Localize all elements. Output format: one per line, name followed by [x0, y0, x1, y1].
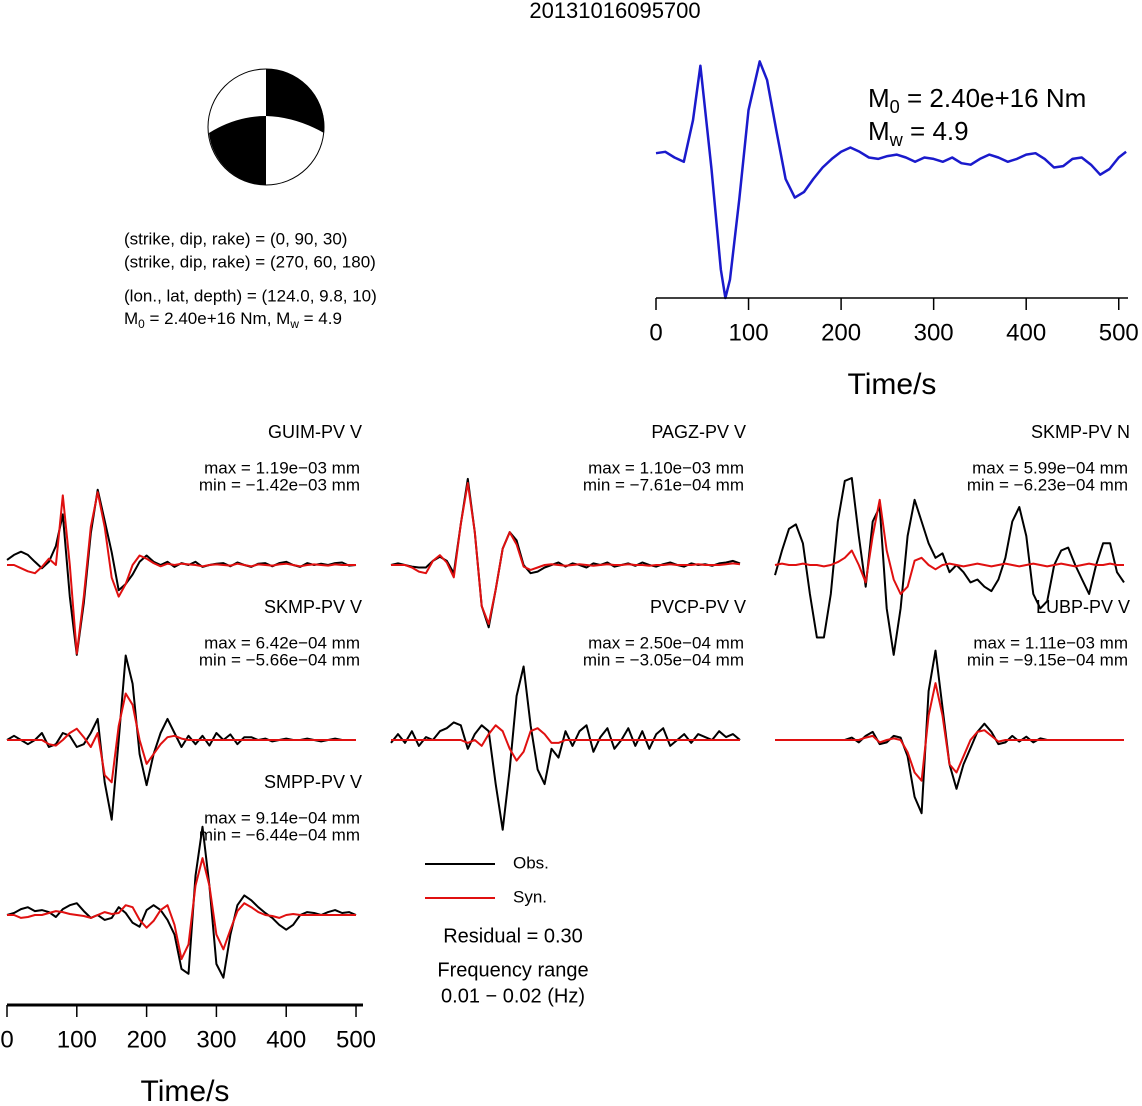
x-tick-label: 500: [336, 1026, 376, 1053]
waveform: [655, 60, 1127, 300]
min-label: min = −9.15e−04 mm: [967, 650, 1128, 669]
waveform: [7, 692, 356, 784]
station-label: SKMP-PV V: [264, 597, 362, 617]
text-segment: M: [868, 116, 890, 146]
min-label: min = −5.66e−04 mm: [199, 650, 360, 669]
text-segment: M: [124, 309, 138, 328]
waveform: [391, 482, 741, 625]
waveform: [6, 825, 357, 979]
waveform: [775, 649, 1124, 815]
text-segment: = 4.9: [903, 116, 969, 146]
min-label: min = −3.05e−04 mm: [583, 650, 744, 669]
text-segment: = 4.9: [299, 309, 342, 328]
waveform: [774, 477, 1125, 656]
station-label: PAGZ-PV V: [651, 422, 746, 442]
subscript: w: [889, 130, 904, 150]
text-segment: M: [868, 83, 890, 113]
beachball-quadrant: [266, 68, 325, 133]
max-label: max = 2.50e−04 mm: [588, 633, 744, 652]
subscript: w: [289, 317, 299, 331]
beachball-quadrant: [209, 116, 266, 185]
x-tick-label: 500: [1099, 319, 1139, 346]
waveform: [6, 488, 357, 656]
x-tick-label: 300: [914, 319, 954, 346]
x-tick-label: 0: [649, 319, 662, 346]
station-label: GUIM-PV V: [268, 422, 362, 442]
x-tick-label: 400: [1006, 319, 1046, 346]
min-label: min = −7.61e−04 mm: [583, 475, 744, 494]
max-label: max = 1.19e−03 mm: [204, 458, 360, 477]
max-label: max = 1.11e−03 mm: [973, 633, 1128, 652]
legend-label: Obs.: [513, 853, 549, 872]
station-label: SKMP-PV N: [1031, 422, 1130, 442]
x-tick-label: 100: [729, 319, 769, 346]
beachball: [207, 68, 325, 186]
x-tick-label: 200: [821, 319, 861, 346]
moment-summary: M0 = 2.40e+16 Nm, Mw = 4.9: [124, 309, 342, 331]
waveform: [7, 857, 356, 961]
waveform: [390, 665, 741, 831]
figure-title: 20131016095700: [529, 0, 700, 23]
min-label: min = −6.44e−04 mm: [199, 825, 360, 844]
frequency-range: 0.01 − 0.02 (Hz): [441, 985, 585, 1007]
min-label: min = −1.42e−03 mm: [199, 475, 360, 494]
x-tick-label: 200: [127, 1026, 167, 1053]
waveform: [775, 682, 1124, 782]
mechanism-line: (strike, dip, rake) = (0, 90, 30): [124, 229, 347, 248]
waveform: [391, 724, 740, 762]
x-tick-label: 400: [266, 1026, 306, 1053]
x-axis-label: Time/s: [848, 368, 937, 401]
mechanism-line: (lon., lat, depth) = (124.0, 9.8, 10): [124, 286, 377, 305]
text-segment: = 2.40e+16 Nm, M: [145, 309, 291, 328]
subscript: 0: [890, 97, 900, 117]
subscript: 0: [138, 317, 145, 331]
max-label: max = 5.99e−04 mm: [972, 458, 1128, 477]
text-segment: = 2.40e+16 Nm: [900, 83, 1086, 113]
max-label: max = 6.42e−04 mm: [204, 633, 360, 652]
max-label: max = 9.14e−04 mm: [204, 808, 360, 827]
residual: Residual = 0.30: [443, 925, 583, 947]
x-tick-label: 100: [57, 1026, 97, 1053]
max-label: max = 1.10e−03 mm: [588, 458, 744, 477]
station-label: PVCP-PV V: [650, 597, 746, 617]
x-tick-label: 0: [0, 1026, 13, 1053]
min-label: min = −6.23e−04 mm: [967, 475, 1128, 494]
frequency-label: Frequency range: [437, 959, 588, 981]
station-label: SMPP-PV V: [264, 772, 362, 792]
moment-annotation: M0 = 2.40e+16 Nm: [868, 83, 1086, 117]
x-tick-label: 300: [196, 1026, 236, 1053]
moment-annotation: Mw = 4.9: [868, 116, 969, 150]
mechanism-line: (strike, dip, rake) = (270, 60, 180): [124, 252, 376, 271]
waveform: [774, 498, 1124, 595]
waveform: [7, 491, 356, 655]
station-label: LUBP-PV V: [1036, 597, 1130, 617]
x-axis-label: Time/s: [141, 1075, 230, 1106]
legend-label: Syn.: [513, 887, 547, 906]
